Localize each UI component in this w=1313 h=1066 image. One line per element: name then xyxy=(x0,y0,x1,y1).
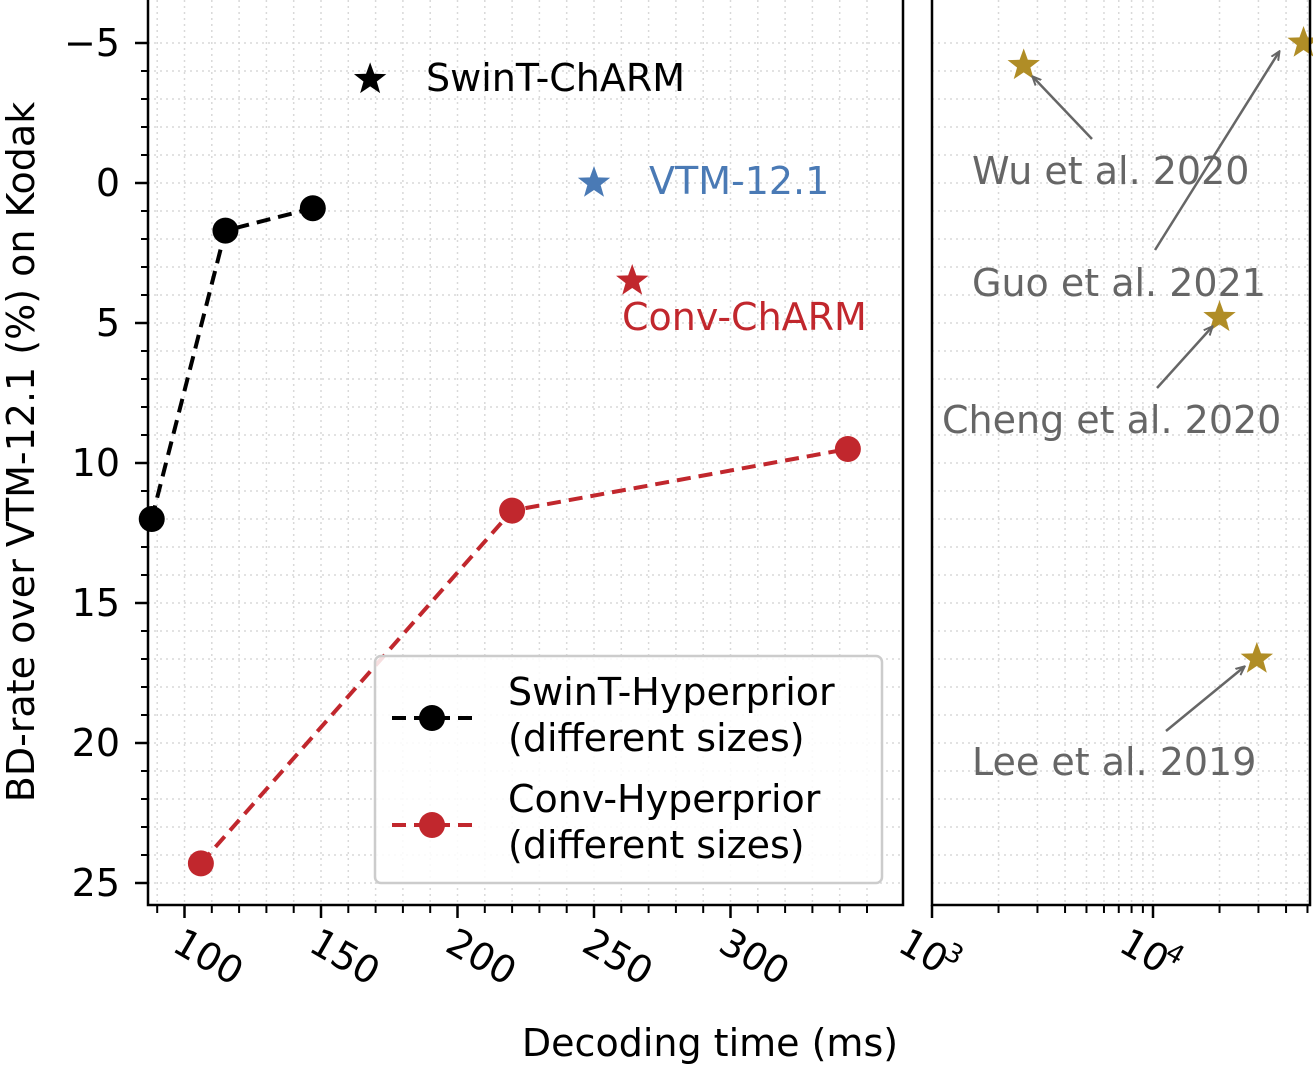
x-tick-label: 103 xyxy=(892,920,969,982)
legend: SwinT-Hyperprior (different sizes) Conv-… xyxy=(373,654,884,885)
wu-et-al-2020-star xyxy=(1007,48,1040,80)
legend-conv-line2: (different sizes) xyxy=(508,823,805,867)
legend-conv-line1: Conv-Hyperprior xyxy=(508,777,821,821)
lee-arrow xyxy=(1165,667,1244,732)
guo-et-al-2021-star xyxy=(1287,26,1313,57)
x-axis-label: Decoding time (ms) xyxy=(522,1021,898,1065)
guo-arrow xyxy=(1153,52,1279,251)
cheng-et-al-2020-star xyxy=(1203,300,1236,332)
right-grid xyxy=(932,0,1310,905)
right-plot-frame xyxy=(930,0,1312,907)
legend-swint-line2: (different sizes) xyxy=(508,716,805,760)
x-tick-label: 300 xyxy=(712,920,797,994)
legend-box xyxy=(373,654,884,885)
x-tick-label: 150 xyxy=(303,920,388,994)
conv-charm-star xyxy=(616,264,649,295)
left-series-layer xyxy=(138,62,861,877)
conv-hyperprior-point xyxy=(187,850,214,877)
cheng-arrow xyxy=(1156,327,1212,389)
wu-label: Wu et al. 2020 xyxy=(972,149,1249,193)
legend-conv-marker xyxy=(419,812,445,838)
y-tick-label: 0 xyxy=(96,161,120,205)
y-tick-label: 20 xyxy=(72,721,120,765)
conv-hyperprior-point xyxy=(499,497,526,524)
swint-charm-star xyxy=(353,62,387,94)
x-tick-label: 100 xyxy=(166,920,251,994)
guo-label: Guo et al. 2021 xyxy=(972,261,1266,305)
right-series-layer xyxy=(1007,26,1313,673)
y-tick-label: 10 xyxy=(72,441,120,485)
y-tick-label: −5 xyxy=(64,21,120,65)
y-tick-label: 25 xyxy=(72,861,120,905)
left-plot-frame xyxy=(146,0,905,907)
swint-charm-label: SwinT-ChARM xyxy=(426,56,685,100)
swint-hyperprior-point xyxy=(138,506,165,532)
cheng-label: Cheng et al. 2020 xyxy=(942,398,1281,442)
legend-swint-marker xyxy=(419,705,445,731)
swint-hyperprior-line xyxy=(149,206,314,520)
vtm-label: VTM-12.1 xyxy=(649,159,829,203)
x-tick-label: 200 xyxy=(439,920,524,994)
right-axis-ticks: 103 104 xyxy=(892,905,1309,982)
y-tick-label: 5 xyxy=(96,301,120,345)
conv-hyperprior-point xyxy=(834,436,861,462)
x-tick-label: 250 xyxy=(576,920,661,994)
legend-swint-line1: SwinT-Hyperprior xyxy=(508,670,835,714)
vtm-12-1-star xyxy=(577,166,611,197)
wu-arrow xyxy=(1033,77,1093,140)
left-annotations: SwinT-ChARM VTM-12.1 Conv-ChARM xyxy=(426,56,867,339)
right-annotations: Wu et al. 2020 Guo et al. 2021 Cheng et … xyxy=(942,52,1281,784)
swint-hyperprior-point xyxy=(299,195,326,222)
y-axis-label: BD-rate over VTM-12.1 (%) on Kodak xyxy=(0,102,43,802)
lee-et-al-2019-star xyxy=(1240,642,1273,673)
lee-label: Lee et al. 2019 xyxy=(972,740,1256,784)
x-tick-label: 104 xyxy=(1113,920,1190,982)
swint-hyperprior-point xyxy=(212,217,239,244)
left-grid xyxy=(148,0,903,905)
conv-charm-label: Conv-ChARM xyxy=(622,295,867,339)
y-tick-label: 15 xyxy=(72,581,120,625)
